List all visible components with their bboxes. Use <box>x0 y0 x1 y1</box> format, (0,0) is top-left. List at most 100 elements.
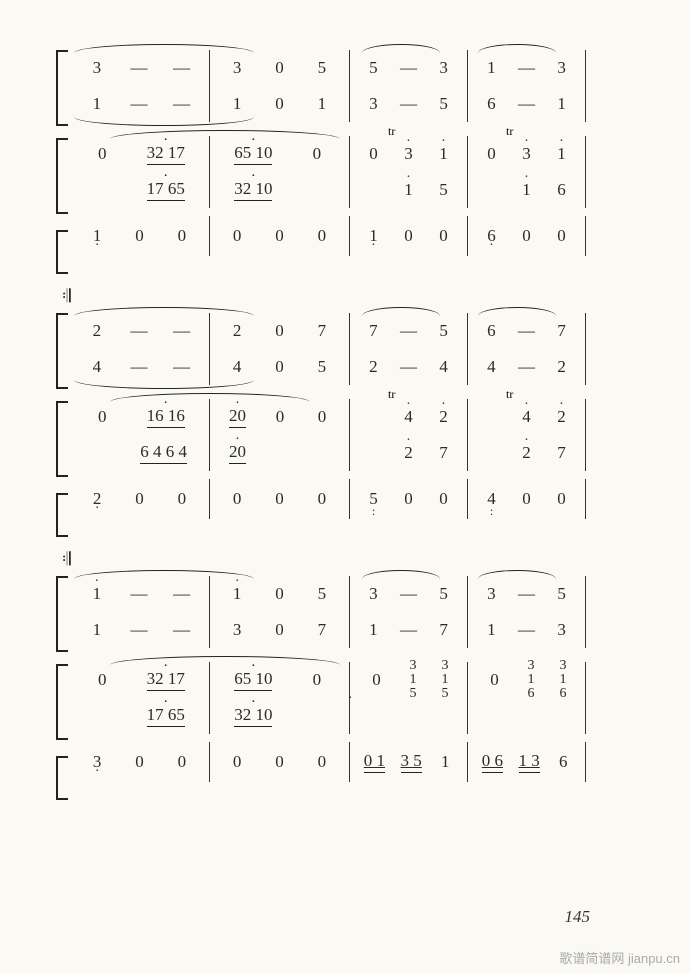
measure: 16 <box>468 172 586 208</box>
bracket-icon <box>56 401 68 477</box>
measure: 3—5 <box>350 576 468 612</box>
tie-mark <box>74 44 254 53</box>
staff-row-bass: 300 000 0 13 51 0 61 36 <box>70 742 630 782</box>
tie-mark <box>478 44 556 53</box>
measure: 000 <box>210 742 350 782</box>
measure <box>350 698 468 734</box>
staff-row: 032 17 65 100 031 031 <box>70 136 630 172</box>
bracket-icon <box>56 230 68 274</box>
staff-row: 6 4 6 4 20 27 27 <box>70 435 630 471</box>
measure: 27 <box>350 435 468 471</box>
measure: 42 <box>468 399 586 435</box>
chord: 315 <box>442 659 449 701</box>
measure: 105 <box>210 576 350 612</box>
measure: 3—5 <box>468 576 586 612</box>
measure: 6—7 <box>468 313 586 349</box>
measure: 32 10 <box>210 698 350 734</box>
measure: 400 <box>468 479 586 519</box>
measure: 1—3 <box>468 50 586 86</box>
measure: 6 4 6 4 <box>70 435 210 471</box>
tie-mark <box>362 44 440 53</box>
measure: 031 <box>350 136 468 172</box>
measure: 65 100 <box>210 136 350 172</box>
staff-row-bass: 200 000 500 400 <box>70 479 630 519</box>
measure: 32 10 <box>210 172 350 208</box>
bracket-icon <box>56 493 68 537</box>
measure: 100 <box>70 216 210 256</box>
measure: 1—— <box>70 576 210 612</box>
measure: 1—7 <box>350 612 468 648</box>
bracket-icon <box>56 138 68 214</box>
staff-row: 1—— 307 1—7 1—3 <box>70 612 630 648</box>
measure <box>468 698 586 734</box>
system-break-icon: 𝄇 <box>62 286 630 307</box>
measure: 42 <box>350 399 468 435</box>
music-system-1: 3—— 305 5—3 1—3 1—— 101 3—5 6—1 tr tr 03… <box>70 50 630 256</box>
measure: 2000 <box>210 399 350 435</box>
measure: 032 17 <box>70 136 210 172</box>
measure: 0315315 <box>350 662 468 698</box>
staff-row: 17 65 32 10 15 16 <box>70 172 630 208</box>
bracket-icon <box>56 664 68 740</box>
measure: 0 61 36 <box>468 742 586 782</box>
system-break-icon: 𝄇 <box>62 549 630 570</box>
chord: 315 <box>410 659 417 701</box>
staff-row: 1—— 101 3—5 6—1 <box>70 86 630 122</box>
measure: 500 <box>350 479 468 519</box>
staff-row: 032 17 65 100 0315315 0316316 <box>70 662 630 698</box>
measure: 000 <box>210 216 350 256</box>
measure: 100 <box>350 216 468 256</box>
music-system-3: 1—— 105 3—5 3—5 1—— 307 1—7 1—3 032 17 6… <box>70 576 630 782</box>
measure: 65 100 <box>210 662 350 698</box>
measure: 016 16 <box>70 399 210 435</box>
measure: 6—1 <box>468 86 586 122</box>
tie-mark <box>362 307 440 316</box>
sheet-music-page: 3—— 305 5—3 1—3 1—— 101 3—5 6—1 tr tr 03… <box>0 0 690 973</box>
staff-row: 2—— 207 7—5 6—7 <box>70 313 630 349</box>
measure: 3—— <box>70 50 210 86</box>
tie-mark <box>74 307 254 316</box>
staff-row: 016 16 2000 42 42 <box>70 399 630 435</box>
measure: 5—3 <box>350 50 468 86</box>
tie-mark <box>362 570 440 579</box>
measure: 1—3 <box>468 612 586 648</box>
bracket-icon <box>56 50 68 126</box>
music-system-2: 2—— 207 7—5 6—7 4—— 405 2—4 4—2 tr tr 01… <box>70 313 630 519</box>
staff-row: 3—— 305 5—3 1—3 <box>70 50 630 86</box>
tie-mark <box>478 570 556 579</box>
measure: 27 <box>468 435 586 471</box>
measure: 1—— <box>70 612 210 648</box>
tie-mark <box>74 570 254 579</box>
measure: 20 <box>210 435 350 471</box>
bracket-icon <box>56 576 68 652</box>
measure: 031 <box>468 136 586 172</box>
measure: 7—5 <box>350 313 468 349</box>
measure: 000 <box>210 479 350 519</box>
measure: 0316316 <box>468 662 586 698</box>
measure: 2—— <box>70 313 210 349</box>
measure: 200 <box>70 479 210 519</box>
measure: 17 65 <box>70 698 210 734</box>
tie-mark <box>478 307 556 316</box>
measure: 032 17 <box>70 662 210 698</box>
measure: 15 <box>350 172 468 208</box>
measure: 17 65 <box>70 172 210 208</box>
measure: 0 13 51 <box>350 742 468 782</box>
staff-row-bass: 100 000 100 600 <box>70 216 630 256</box>
measure: 4—2 <box>468 349 586 385</box>
measure: 305 <box>210 50 350 86</box>
staff-row: 1—— 105 3—5 3—5 <box>70 576 630 612</box>
measure: 2—4 <box>350 349 468 385</box>
page-number: 145 <box>565 907 591 927</box>
bracket-icon <box>56 313 68 389</box>
watermark-text: 歌谱简谱网 jianpu.cn <box>559 948 680 967</box>
bracket-icon <box>56 756 68 800</box>
measure: 300 <box>70 742 210 782</box>
measure: 207 <box>210 313 350 349</box>
staff-row: 17 65 32 10 <box>70 698 630 734</box>
chord: 316 <box>560 659 567 701</box>
chord: 316 <box>528 659 535 701</box>
measure: 600 <box>468 216 586 256</box>
measure: 307 <box>210 612 350 648</box>
staff-row: 4—— 405 2—4 4—2 <box>70 349 630 385</box>
